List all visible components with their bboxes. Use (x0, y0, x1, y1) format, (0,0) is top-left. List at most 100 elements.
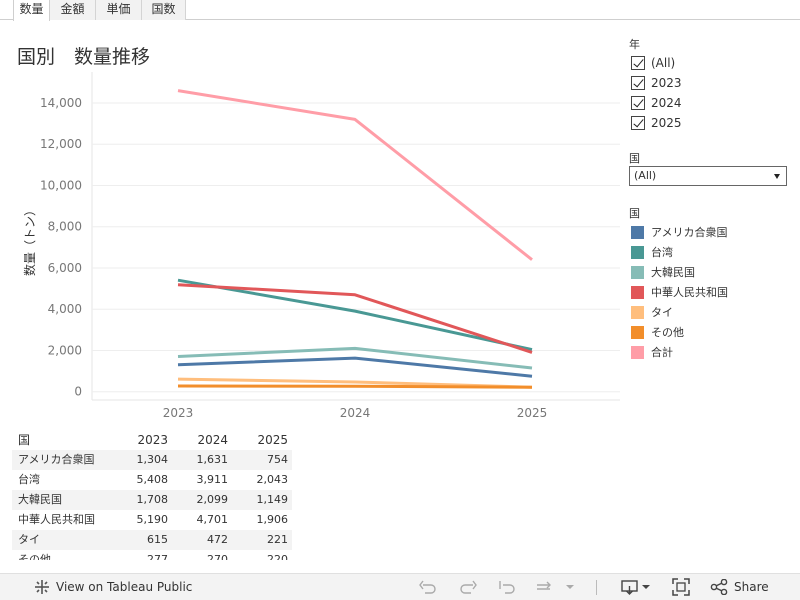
checkbox-icon[interactable] (631, 116, 645, 130)
legend-label: 大韓民国 (651, 266, 695, 279)
table-row: 中華人民共和国 5,190 4,701 1,906 (12, 510, 292, 530)
share-icon (710, 579, 728, 595)
legend-item[interactable]: アメリカ合衆国 (631, 224, 727, 240)
table-body: アメリカ合衆国 1,304 1,631 754 台湾 5,408 3,911 2,043 大韓民… (12, 450, 292, 560)
series-line[interactable] (177, 356, 533, 378)
dropdown-arrow-icon[interactable] (774, 174, 780, 179)
table-cell: 1,631 (196, 453, 229, 466)
year-option-2024[interactable]: 2024 (631, 94, 682, 112)
tab-unit-price[interactable]: 単価 (96, 0, 142, 20)
tableau-toolbar: View on Tableau Public Share (0, 573, 800, 600)
table-cell: 1,149 (256, 493, 289, 506)
series-line[interactable] (177, 278, 533, 352)
table-cell: その他 (18, 553, 51, 560)
legend-item[interactable]: タイ (631, 304, 673, 320)
table-header-cell: 国 (18, 433, 31, 447)
legend-label: 合計 (651, 346, 673, 359)
legend-item[interactable]: その他 (631, 324, 684, 340)
country-dropdown-value: (All) (634, 169, 657, 182)
series-line[interactable] (177, 283, 533, 354)
x-tick-label: 2024 (340, 406, 371, 420)
table-cell: 1,304 (136, 453, 169, 466)
y-tick-label: 2,000 (48, 343, 82, 357)
table-cell: 472 (207, 533, 228, 546)
table-cell: 220 (267, 553, 288, 560)
checkbox-icon[interactable] (631, 76, 645, 90)
table-header-cell: 2023 (137, 433, 168, 447)
table-cell: 754 (267, 453, 288, 466)
legend-label: アメリカ合衆国 (651, 226, 728, 239)
legend-item[interactable]: 中華人民共和国 (631, 284, 728, 300)
table-cell: 615 (147, 533, 168, 546)
table-cell: 大韓民国 (18, 493, 62, 506)
year-option-all[interactable]: (All) (631, 54, 675, 72)
tab-amount[interactable]: 金額 (50, 0, 96, 20)
legend-item[interactable]: 大韓民国 (631, 264, 695, 280)
x-tick-label: 2025 (517, 406, 548, 420)
y-tick-label: 6,000 (48, 261, 82, 275)
table-cell: アメリカ合衆国 (18, 453, 95, 466)
year-option-label: 2024 (651, 96, 682, 110)
undo-icon[interactable] (418, 578, 438, 596)
legend-label: 中華人民共和国 (651, 286, 728, 299)
revert-icon[interactable] (497, 578, 517, 596)
year-option-2025[interactable]: 2025 (631, 114, 682, 132)
table-row: 台湾 5,408 3,911 2,043 (12, 470, 292, 490)
table-cell: 台湾 (18, 473, 40, 486)
table-cell: 270 (207, 553, 228, 560)
tableau-icon (35, 580, 49, 594)
legend-label: 台湾 (651, 246, 673, 259)
legend-swatch (631, 245, 644, 259)
legend-item[interactable]: 台湾 (631, 244, 673, 260)
table-header-cell: 2024 (197, 433, 228, 447)
data-table: 国 2023 2024 2025 アメリカ合衆国 1,304 1,631 754 台湾 5… (12, 430, 292, 560)
legend-swatch (631, 325, 644, 339)
series-lines[interactable] (177, 89, 533, 389)
legend-label: タイ (651, 306, 673, 319)
series-line[interactable] (177, 89, 533, 261)
table-cell: 2,099 (196, 493, 229, 506)
table-cell: 1,708 (136, 493, 169, 506)
y-tick-label: 4,000 (48, 302, 82, 316)
series-line[interactable] (177, 346, 533, 370)
country-filter-title: 国 (629, 152, 640, 165)
pause-dropdown-icon[interactable] (563, 578, 577, 596)
checkbox-icon[interactable] (631, 56, 645, 70)
x-tick-label: 2023 (163, 406, 194, 420)
table-header-cell: 2025 (257, 433, 288, 447)
sheet-tab-bar: 数量 金額 単価 国数 (0, 0, 800, 21)
checkbox-icon[interactable] (631, 96, 645, 110)
year-option-label: (All) (651, 56, 676, 70)
refresh-icon[interactable] (534, 578, 554, 596)
line-chart: 02,0004,0006,0008,00010,00012,00014,000 … (22, 72, 620, 420)
table-row: 大韓民国 1,708 2,099 1,149 (12, 490, 292, 510)
legend-item[interactable]: 合計 (631, 344, 673, 360)
tab-quantity[interactable]: 数量 (13, 0, 50, 21)
share-button[interactable]: Share (710, 579, 769, 595)
legend-swatch (631, 285, 644, 299)
legend-swatch (631, 225, 644, 239)
tab-country-count[interactable]: 国数 (142, 0, 186, 20)
y-tick-label: 0 (74, 385, 82, 399)
country-dropdown[interactable]: (All) (629, 166, 787, 186)
grid-lines (91, 72, 620, 401)
view-on-tableau-public-label: View on Tableau Public (56, 580, 193, 594)
download-icon[interactable] (620, 578, 652, 596)
x-axis-ticks: 2023 2024 2025 (163, 406, 548, 420)
table-row: アメリカ合衆国 1,304 1,631 754 (12, 450, 292, 470)
table-cell: タイ (18, 533, 40, 546)
redo-icon[interactable] (458, 578, 478, 596)
table-cell: 277 (147, 553, 168, 560)
year-filter-title: 年 (629, 38, 640, 51)
view-on-tableau-public-link[interactable]: View on Tableau Public (34, 579, 192, 595)
year-option-2023[interactable]: 2023 (631, 74, 682, 92)
legend-label: その他 (651, 326, 684, 339)
toolbar-divider (596, 580, 597, 595)
y-tick-label: 14,000 (40, 96, 82, 110)
table-cell: 3,911 (196, 473, 229, 486)
fullscreen-icon[interactable] (671, 578, 691, 596)
y-axis-ticks: 0 2,000 4,000 6,000 8,000 10,000 12,000 14,000 (40, 96, 82, 399)
series-line[interactable] (177, 384, 533, 389)
page-title: 国別 数量推移 (17, 46, 151, 68)
year-option-label: 2025 (651, 116, 682, 130)
